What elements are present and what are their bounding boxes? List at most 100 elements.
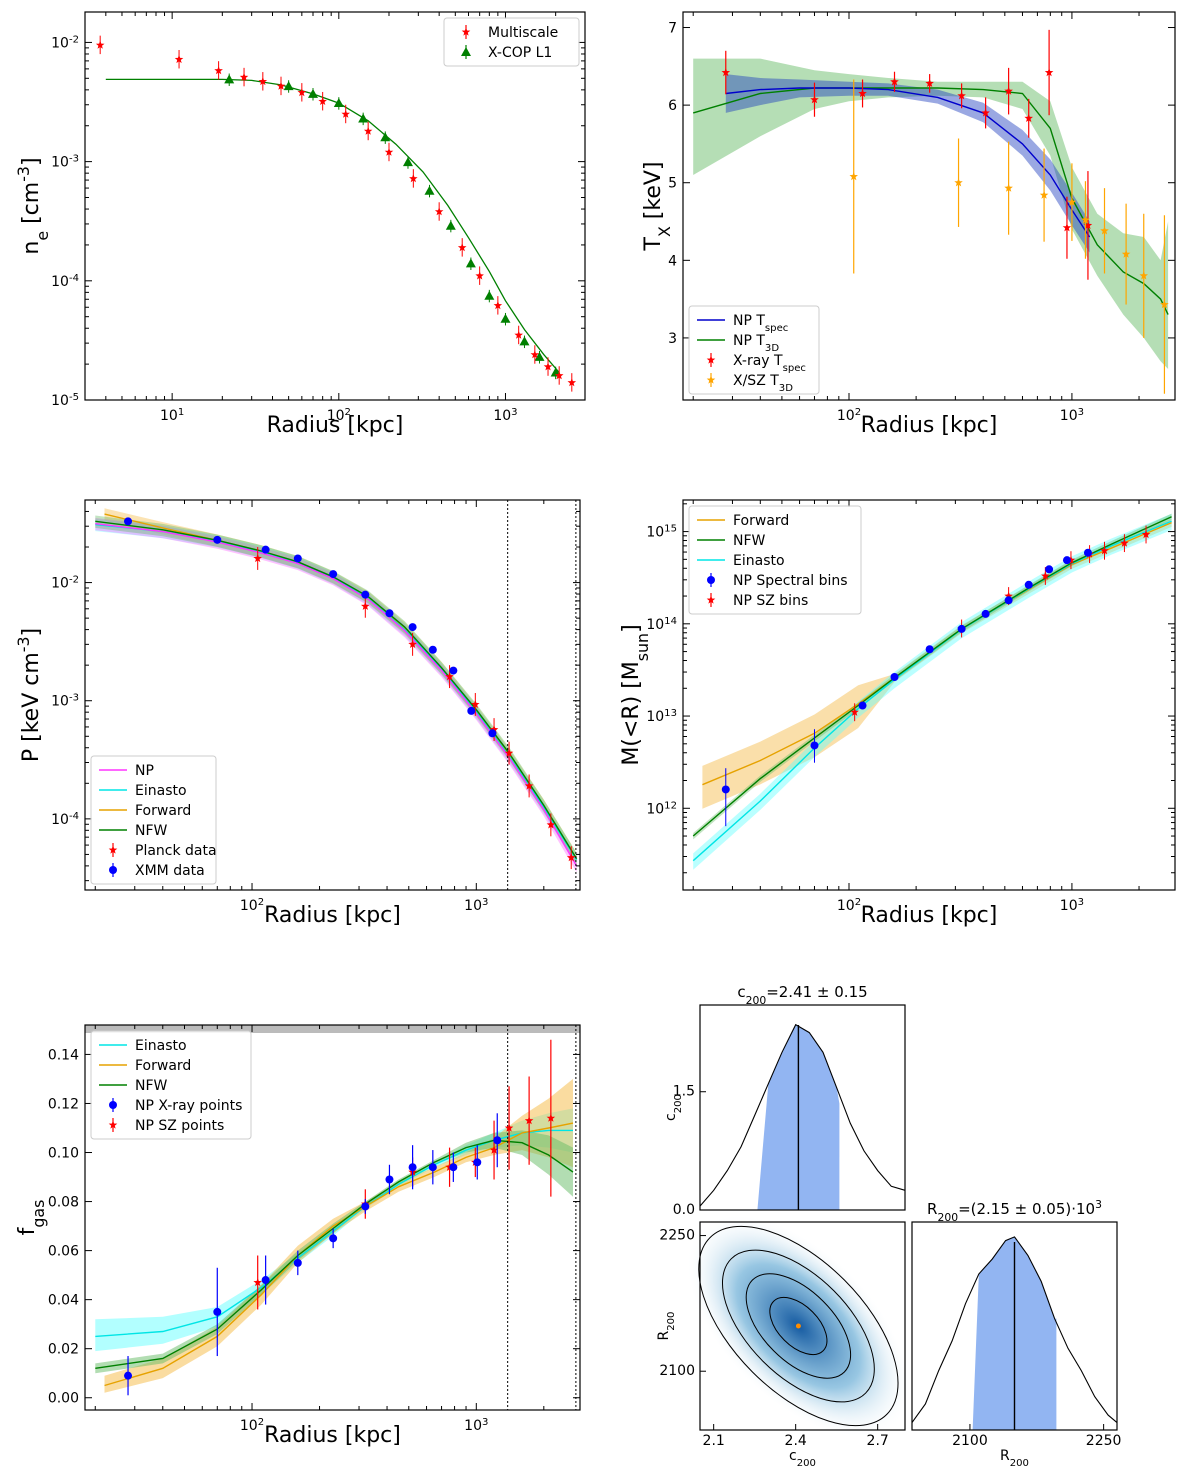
data-point-multiscale — [341, 109, 350, 118]
data-point-xmm — [329, 570, 338, 579]
y-tick-label: 6 — [668, 98, 677, 114]
data-point-xray — [293, 1258, 302, 1267]
legend-box — [90, 755, 217, 885]
x-tick-label: 103 — [1060, 897, 1084, 915]
y-tick-label: 4 — [668, 253, 677, 269]
data-point-multiscale — [297, 88, 307, 97]
y-tick-label: 10-3 — [51, 153, 79, 171]
density-contour — [721, 1249, 875, 1403]
panel-tx: 102 103 3 4 5 6 7 Radius [kpc] TX [keV] NP TspecN… — [641, 11, 1176, 438]
legend-marker — [461, 27, 471, 36]
data-point-xray — [721, 68, 731, 77]
data-point-xsz — [849, 172, 858, 181]
data-point-xmm — [213, 535, 222, 544]
data-point-xray — [810, 95, 819, 104]
data-point-xmm — [261, 545, 270, 554]
legend-label: Multiscale — [488, 25, 558, 41]
data-point-multiscale — [493, 301, 503, 310]
data-point-xcop — [224, 74, 235, 84]
data-point-xsz — [1160, 300, 1169, 309]
legend-marker — [706, 595, 716, 604]
data-point-planck — [546, 820, 556, 829]
y-tick-label: 0.00 — [48, 1391, 79, 1407]
legend: Forward NFW Einasto NP Spectral bins NP SZ b… — [688, 505, 862, 615]
legend-label: X/SZ T3D — [733, 373, 793, 394]
line-nfw — [95, 1139, 574, 1369]
y-tick-label: 10-5 — [51, 392, 79, 410]
data-point-multiscale — [434, 207, 444, 216]
data-point-xray — [1024, 113, 1033, 122]
data-point-xcop — [283, 81, 294, 91]
histogram-c200 — [699, 1023, 906, 1207]
density-contour — [745, 1273, 852, 1379]
legend-label: NFW — [135, 823, 168, 839]
y-tick-label: 1013 — [646, 708, 677, 726]
data-point-multiscale — [514, 330, 523, 339]
legend-label: Einasto — [733, 553, 785, 569]
data-point-planck — [471, 699, 480, 709]
x-tick-label: 102 — [240, 1417, 264, 1435]
legend-marker — [108, 845, 118, 854]
data-point-xray — [213, 1307, 222, 1316]
y-axis-label: fgas — [15, 1200, 48, 1236]
model-line — [105, 78, 560, 373]
upper-limit-band — [85, 1025, 580, 1033]
y-axis-label: ne [cm-3] — [14, 157, 52, 254]
legend-box — [90, 1030, 252, 1140]
y-tick-label: 10-2 — [51, 574, 79, 592]
data-point-planck — [361, 601, 370, 610]
x-axis-label-r200: R200 — [1000, 1448, 1029, 1469]
panel-fgas: 102 103 0.00 0.02 0.04 0.06 0.08 0.10 0.12 0.14 Ra… — [15, 1024, 581, 1448]
data-point-spectral — [1045, 565, 1054, 574]
band-forward — [702, 518, 1172, 809]
x-axis-label: Radius [kpc] — [264, 903, 401, 928]
data-point-spectral — [925, 645, 934, 654]
legend-label: NFW — [135, 1078, 168, 1094]
data-point-planck — [489, 725, 499, 734]
legend-label: NFW — [733, 533, 766, 549]
legend-label: NP Spectral bins — [733, 573, 848, 589]
data-point-sz — [1141, 530, 1151, 539]
x-tick-label: 103 — [464, 897, 488, 915]
data-point-planck — [566, 853, 576, 862]
data-point-xmm — [467, 706, 476, 715]
data-point-xcop — [500, 313, 511, 323]
x-tick-label: 2.4 — [785, 1433, 807, 1449]
legend-label: NP X-ray points — [135, 1098, 242, 1114]
data-point-multiscale — [363, 126, 373, 135]
data-point-xray — [1062, 223, 1072, 232]
data-point-multiscale — [214, 66, 223, 75]
band-einasto — [693, 513, 1172, 870]
data-point-xsz — [1081, 215, 1090, 224]
legend: NP Einasto Forward NFW Planck data XMM data — [90, 755, 217, 885]
data-point-xray — [385, 1175, 394, 1184]
data-point-xmm — [361, 590, 370, 599]
data-point-xray — [408, 1163, 417, 1172]
axes-frame — [911, 1221, 1118, 1431]
legend-label: NP Tspec — [733, 313, 788, 334]
legend-marker — [706, 355, 716, 364]
data-point-xsz — [1121, 249, 1131, 258]
panel-ne: 101 102 103 10-5 10-4 10-3 10-2 Radius [kpc] ne … — [14, 11, 586, 438]
panel-corner: 0.0 1.5 c200=2.41 ± 0.15 c200 2.1 2.4 2.7 2100 2… — [656, 983, 1122, 1469]
data-point-multiscale — [554, 371, 564, 380]
data-point-xmm — [124, 517, 133, 526]
data-point-xray — [361, 1202, 370, 1211]
data-point-xray — [329, 1234, 338, 1243]
data-point-planck — [445, 672, 454, 681]
y-tick-label: 10-4 — [51, 810, 79, 828]
y-tick-label: 0.12 — [48, 1096, 79, 1112]
data-point-sz — [1120, 538, 1129, 547]
axes-frame — [699, 1221, 906, 1431]
data-point-sz — [504, 1123, 514, 1132]
data-point-xcop — [380, 132, 391, 142]
data-point-spectral — [858, 701, 867, 710]
y-tick-label: 7 — [668, 21, 677, 37]
x-tick-label: 102 — [837, 897, 861, 915]
line-tspec — [725, 87, 1091, 238]
x-tick-label: 2250 — [1086, 1433, 1122, 1449]
legend-label: X-COP L1 — [488, 45, 552, 61]
x-tick-label: 102 — [327, 407, 351, 425]
